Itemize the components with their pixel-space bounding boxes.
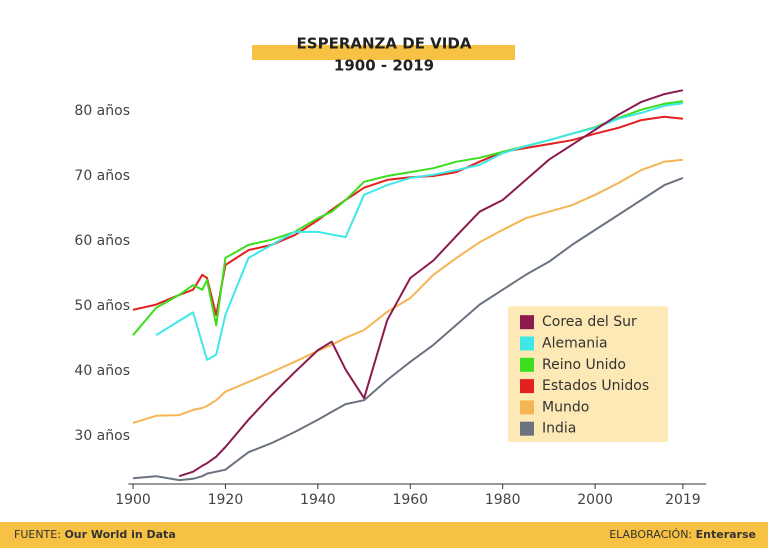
x-tick-label: 1920 [208, 492, 244, 508]
x-tick-label: 1940 [300, 492, 336, 508]
x-tick-label: 1980 [485, 492, 521, 508]
y-tick-label: 30 años [74, 428, 130, 444]
legend-swatch [520, 400, 534, 415]
x-tick-label: 2019 [665, 492, 701, 508]
series-line [132, 158, 684, 424]
series-line [132, 176, 684, 482]
footer-credit: ELABORACIÓN: Enterarse [609, 528, 756, 541]
y-tick-label: 60 años [74, 233, 130, 249]
legend-label: Corea del Sur [542, 314, 637, 330]
y-tick-label: 40 años [74, 363, 130, 379]
title-band [252, 45, 515, 60]
legend: Corea del Sur Alemania Reino Unido Estados … [508, 306, 668, 442]
legend-label: Reino Unido [542, 357, 626, 373]
legend-swatch [520, 421, 534, 436]
legend-swatch [520, 315, 534, 330]
x-tick-label: 1900 [115, 492, 151, 508]
source-label: FUENTE: [14, 528, 61, 541]
source: Our World in Data [64, 528, 175, 541]
legend-swatch [520, 357, 534, 372]
legend-label: Estados Unidos [542, 378, 649, 394]
y-tick-label: 50 años [74, 298, 130, 314]
series-line [155, 102, 684, 361]
legend-label: Mundo [542, 399, 589, 415]
legend-swatch [520, 336, 534, 351]
footer-label: FUENTE: Our World in Data [14, 528, 176, 541]
plot: 30 años 40 años 50 años 60 años 70 años 80 añ… [74, 89, 706, 508]
legend-label: Alemania [542, 336, 608, 352]
y-tick-label: 70 años [74, 168, 130, 184]
chart-title: ESPERANZA DE VIDA [297, 35, 472, 53]
legend-label: India [542, 421, 576, 437]
x-tick-label: 1960 [392, 492, 428, 508]
chart-subtitle: 1900 - 2019 [334, 57, 434, 75]
series-line [178, 89, 684, 478]
legend-box [508, 306, 668, 442]
legend-swatch [520, 379, 534, 394]
footer-band [0, 522, 768, 548]
y-tick-label: 80 años [74, 103, 130, 119]
credit-label: ELABORACIÓN: [609, 528, 692, 541]
series-line [132, 115, 684, 316]
x-tick-label: 2000 [577, 492, 613, 508]
credit: Enterarse [696, 528, 756, 541]
